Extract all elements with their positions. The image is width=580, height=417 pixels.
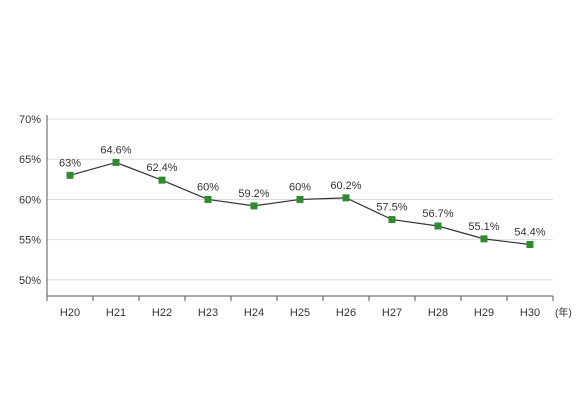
data-label: 63% (59, 157, 81, 169)
y-tick-label: 55% (19, 235, 41, 247)
x-unit-label: (年) (555, 306, 572, 319)
x-tick-label: H20 (60, 307, 80, 319)
data-point-marker (112, 158, 120, 166)
x-tick-label: H28 (428, 307, 448, 319)
data-label: 60.2% (330, 180, 361, 192)
data-label: 54.4% (514, 227, 545, 239)
series-line (69, 161, 531, 246)
data-label: 57.5% (376, 202, 407, 214)
data-label: 56.7% (422, 208, 453, 220)
data-point-marker (480, 235, 488, 243)
y-tick-label: 60% (19, 194, 41, 206)
data-label: 60% (289, 181, 311, 193)
data-label: 64.6% (100, 144, 131, 156)
x-tick-label: H25 (290, 307, 310, 319)
x-tick-label: H21 (106, 307, 126, 319)
data-label: 59.2% (238, 188, 269, 200)
data-point-marker (296, 195, 304, 203)
data-point-marker (342, 194, 350, 202)
data-point-marker (526, 241, 534, 249)
series-markers (66, 158, 534, 249)
x-tick-label: H24 (244, 307, 264, 319)
y-tick-label: 65% (19, 154, 41, 166)
y-tick-label: 50% (19, 275, 41, 287)
x-tick-label: H23 (198, 307, 218, 319)
data-label: 55.1% (468, 221, 499, 233)
data-point-marker (250, 202, 258, 210)
data-label: 62.4% (146, 162, 177, 174)
x-tick-label: H30 (520, 307, 540, 319)
data-label: 60% (197, 181, 219, 193)
x-tick-label: H22 (152, 307, 172, 319)
data-point-marker (66, 171, 74, 179)
data-point-marker (204, 195, 212, 203)
x-tick-label: H29 (474, 307, 494, 319)
axes (46, 115, 554, 301)
data-labels: 63% 64.6% 62.4% 60% 59.2% 60% 60.2% 57.5% 56.7% 5… (59, 144, 546, 238)
x-tick-labels: H20 H21 H22 H23 H24 H25 H26 H27 H28 H29 H30 (年) (60, 306, 572, 319)
data-point-marker (158, 176, 166, 184)
x-tick-label: H26 (336, 307, 356, 319)
y-tick-labels: 50% 55% 60% 65% 70% (19, 114, 41, 287)
y-tick-label: 70% (19, 114, 41, 126)
series-line-layer (69, 161, 531, 246)
data-point-marker (388, 216, 396, 224)
data-point-marker (434, 222, 442, 230)
x-tick-label: H27 (382, 307, 402, 319)
